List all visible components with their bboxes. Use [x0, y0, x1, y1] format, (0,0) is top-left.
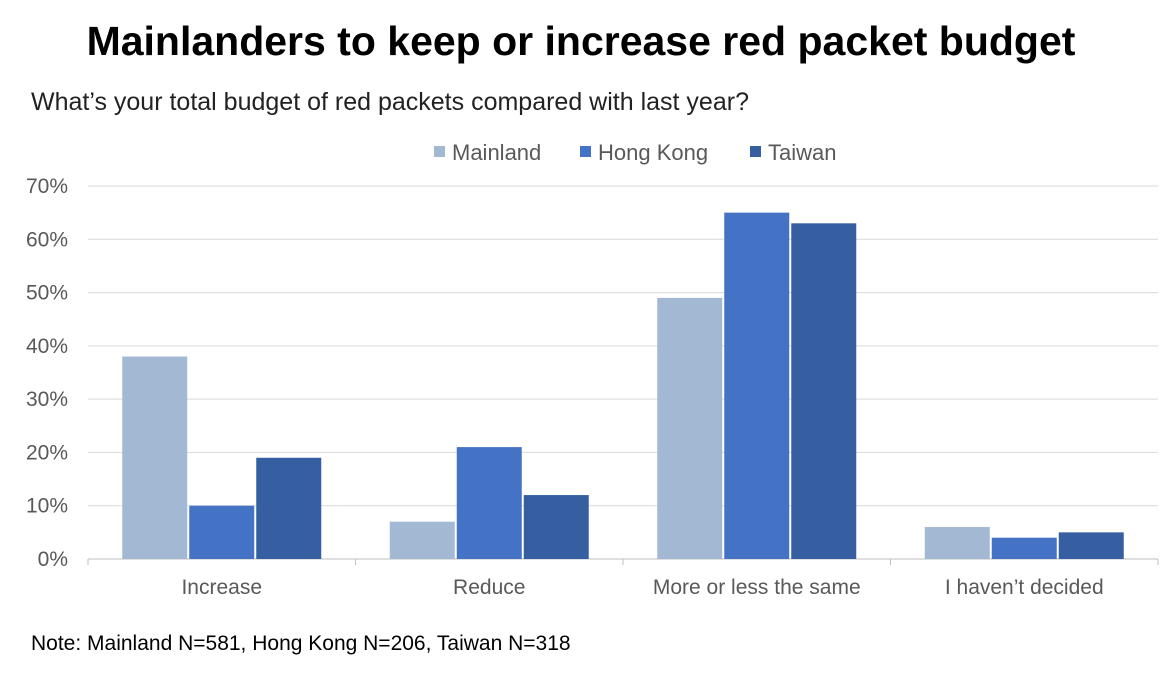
y-tick-label: 70% — [26, 175, 68, 198]
x-tick-label: Reduce — [453, 576, 525, 599]
y-tick-label: 50% — [26, 282, 68, 305]
y-tick-label: 30% — [26, 388, 68, 411]
bar-mainland — [924, 527, 990, 559]
y-tick-label: 10% — [26, 495, 68, 518]
legend-label: Mainland — [452, 140, 541, 165]
bar-taiwan — [523, 495, 589, 559]
chart-subtitle: What’s your total budget of red packets … — [31, 88, 749, 116]
legend-label: Taiwan — [768, 140, 836, 165]
bar-mainland — [122, 356, 188, 559]
bar-taiwan — [256, 457, 322, 559]
bar-taiwan — [791, 223, 857, 560]
legend-label: Hong Kong — [598, 140, 708, 165]
legend-swatch — [750, 146, 761, 157]
bar-hong-kong — [991, 537, 1057, 559]
x-tick-label: Increase — [181, 576, 262, 599]
y-tick-label: 60% — [26, 228, 68, 251]
x-tick-label: More or less the same — [653, 576, 861, 599]
bar-mainland — [657, 297, 723, 559]
bar-hong-kong — [189, 505, 255, 559]
x-tick-label: I haven’t decided — [945, 576, 1104, 599]
bar-hong-kong — [724, 212, 790, 559]
y-tick-label: 20% — [26, 441, 68, 464]
bar-mainland — [389, 521, 455, 559]
bar-hong-kong — [456, 447, 522, 559]
chart-note: Note: Mainland N=581, Hong Kong N=206, T… — [31, 632, 571, 655]
bar-taiwan — [1058, 532, 1124, 559]
chart-title: Mainlanders to keep or increase red pack… — [86, 18, 1076, 64]
legend-swatch — [434, 146, 445, 157]
y-tick-label: 40% — [26, 335, 68, 358]
y-tick-label: 0% — [38, 548, 68, 571]
legend-swatch — [580, 146, 591, 157]
